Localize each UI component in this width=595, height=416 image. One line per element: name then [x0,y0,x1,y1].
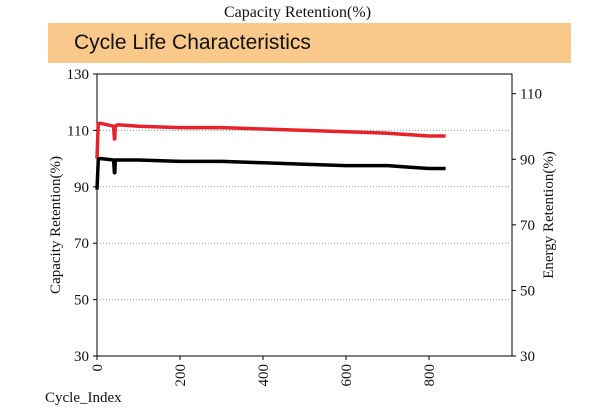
x-tick-label: 0 [90,364,106,372]
y-tick-label: 130 [67,67,90,83]
series-line-0 [95,121,446,159]
chart-top-title: Capacity Retention(%) [223,4,372,21]
x-tick-label: 200 [173,364,189,387]
y-tick-label: 50 [74,293,89,309]
y-axis-label: Capacity Retention(%) [48,156,64,294]
y-tick-label: 90 [74,180,89,196]
tick-layer: 30 50 70 90 110 130 30 50 70 90 110 0 200 400 600 800 [67,67,542,387]
grid-lines [97,129,512,301]
x-tick-label: 800 [422,364,438,387]
x-tick-label: 400 [256,364,272,387]
y2-tick-label: 110 [520,87,542,103]
y-tick-label: 110 [67,123,89,139]
y2-tick-label: 90 [520,152,535,168]
y2-tick-label: 70 [520,218,535,234]
banner-title: Cycle Life Characteristics [74,31,311,54]
series-line-1 [95,156,446,190]
plot-frame [96,73,513,357]
x-axis-label: Cycle_Index [45,390,122,406]
y2-tick-label: 50 [520,283,535,299]
y2-tick-label: 30 [520,349,535,365]
y2-axis-label: Energy Retention(%) [541,151,557,279]
y-tick-label: 70 [74,236,89,252]
title-banner: Cycle Life Characteristics [48,23,571,63]
x-tick-label: 600 [339,364,355,387]
series-layer [95,121,446,190]
y-tick-label: 30 [74,349,89,365]
